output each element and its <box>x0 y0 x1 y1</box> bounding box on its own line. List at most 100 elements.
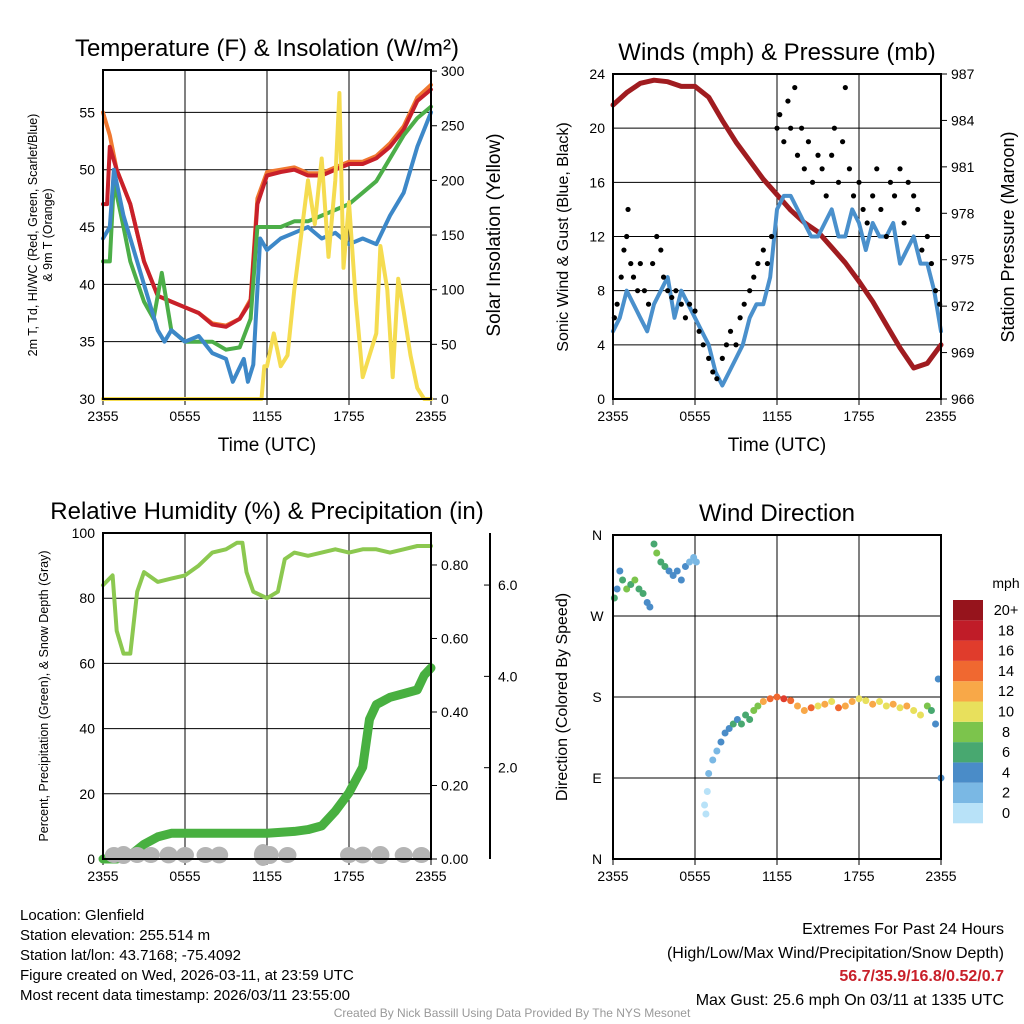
gust-point <box>637 260 643 267</box>
y2-tick-label: 0 <box>441 391 449 407</box>
gust-point <box>815 152 821 158</box>
wind-direction-point <box>681 563 689 570</box>
y-tick-label: 35 <box>79 334 95 350</box>
gust-point <box>870 193 876 199</box>
gust-point <box>669 294 675 301</box>
y3-tick-label: 4.0 <box>498 668 518 684</box>
snow-depth-blob <box>412 847 431 863</box>
wind-direction-point <box>737 720 745 728</box>
legend-swatch <box>953 600 983 621</box>
wind-direction-point <box>848 698 856 705</box>
wind-direction-point <box>661 563 669 570</box>
legend-swatch <box>953 660 983 682</box>
y2-tick-label: 250 <box>441 118 465 134</box>
y-axis-label-2: & 9m T (Orange) <box>41 188 55 281</box>
legend-swatch <box>953 803 983 824</box>
legend-label: 20+ <box>994 603 1019 619</box>
y2-tick-label: 200 <box>441 172 465 188</box>
wind-direction-point <box>721 729 729 737</box>
gust-point <box>928 260 935 267</box>
snow-depth-blob <box>176 847 194 863</box>
gust-point <box>658 247 664 253</box>
x-tick-label: 2355 <box>87 408 118 424</box>
legend-swatch <box>953 701 983 722</box>
snow-depth-blob <box>353 846 372 864</box>
wind-direction-point <box>754 702 762 710</box>
gust-point <box>641 288 648 294</box>
gust-point <box>706 355 712 361</box>
gust-point <box>874 166 880 172</box>
gust-point <box>719 355 725 361</box>
gust-point <box>829 152 835 158</box>
chart-panel-3: Relative Humidity (%) & Precipitation (i… <box>37 498 518 884</box>
location-text: Location: Glenfield <box>20 907 145 924</box>
x-tick-label: 2355 <box>925 868 956 884</box>
wind-direction-point <box>669 572 677 579</box>
y-axis-label: Percent, Precipitation (Green), & Snow D… <box>37 550 51 841</box>
gust-point <box>878 206 884 213</box>
gust-point <box>700 342 706 348</box>
wind-direction-point <box>725 725 733 732</box>
chart-title: Temperature (F) & Insolation (W/m²) <box>75 35 459 62</box>
gust-point <box>840 139 846 145</box>
y2-tick-label: 0.60 <box>441 630 468 646</box>
legend-label: 12 <box>998 684 1014 700</box>
y2-tick-label: 100 <box>441 282 465 298</box>
gust-point <box>768 233 775 240</box>
gust-point <box>755 260 761 267</box>
y-tick-label: 24 <box>589 66 605 82</box>
x-tick-label: 1155 <box>762 868 792 884</box>
gust-point <box>842 84 848 91</box>
plot-frame <box>102 69 432 400</box>
y2-tick-label: 981 <box>951 159 975 175</box>
wind-direction-point <box>917 711 924 719</box>
x-tick-label: 2355 <box>87 868 118 884</box>
gust-point <box>660 274 667 280</box>
wind-direction-point <box>610 594 618 602</box>
x-tick-label: 0555 <box>679 408 710 424</box>
gust-point <box>850 193 857 199</box>
y2-tick-label: 978 <box>951 205 975 221</box>
wind-direction-point <box>631 576 639 584</box>
snow-depth-blob <box>159 846 178 864</box>
gust-point <box>794 152 801 158</box>
wind-direction-point <box>794 702 801 710</box>
x-tick-label: 0555 <box>169 408 200 424</box>
wind-direction-point <box>759 698 767 705</box>
y-tick-label: 50 <box>79 162 95 178</box>
wind-direction-point <box>616 567 624 575</box>
gust-point <box>905 179 911 185</box>
y-tick-label: 40 <box>79 276 95 292</box>
max-gust-text: Max Gust: 25.6 mph On 03/11 at 1335 UTC <box>695 991 1004 1009</box>
gust-point <box>635 288 641 294</box>
chart-title: Winds (mph) & Pressure (mb) <box>618 39 935 66</box>
wind-direction-point <box>746 716 754 723</box>
wind-direction-point <box>613 585 621 593</box>
y2-tick-label: 966 <box>951 391 975 407</box>
legend-swatch <box>953 742 983 763</box>
y-tick-label: 80 <box>79 590 95 606</box>
wind-direction-point <box>702 810 710 818</box>
wind-direction-point <box>841 702 849 710</box>
gust-point <box>686 301 693 307</box>
gust-point <box>792 84 798 91</box>
y2-tick-label: 972 <box>951 298 975 314</box>
gust-point <box>628 260 634 267</box>
gust-point <box>624 233 630 240</box>
wind-direction-point <box>910 707 918 714</box>
wind-direction-point <box>701 801 709 809</box>
legend-label: 18 <box>998 623 1014 639</box>
wind-direction-point <box>713 747 721 755</box>
gust-point <box>924 233 930 240</box>
y-tick-label: 40 <box>79 721 95 737</box>
gust-point <box>819 166 825 172</box>
solar-line <box>101 91 433 401</box>
gust-point <box>733 342 739 348</box>
wind-direction-point <box>657 558 665 566</box>
station-info: Location: Glenfield Station elevation: 2… <box>20 906 354 1006</box>
gust-point <box>678 301 684 307</box>
legend-label: 8 <box>1002 725 1010 741</box>
gust-point <box>915 206 921 213</box>
y-tick-label: 100 <box>72 525 96 541</box>
legend-swatch <box>953 721 983 743</box>
